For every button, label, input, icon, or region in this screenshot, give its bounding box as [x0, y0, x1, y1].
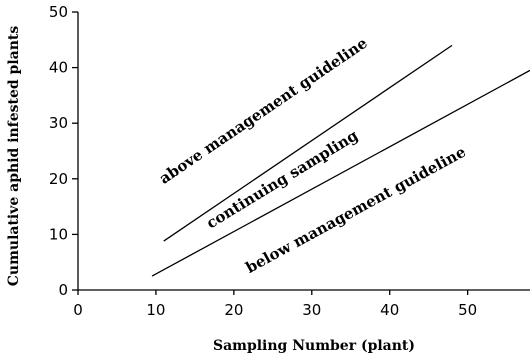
- y-tick-label: 10: [49, 225, 68, 243]
- x-tick-label: 0: [73, 301, 83, 319]
- series-line-1: [163, 44, 453, 242]
- x-axis-title: Sampling Number (plant): [213, 338, 415, 354]
- series-line-2: [151, 69, 530, 277]
- y-tick-label: 50: [49, 3, 68, 21]
- y-tick-label: 0: [58, 281, 68, 299]
- annotation-label: above management guideline: [156, 34, 371, 188]
- series-layer: [151, 44, 530, 277]
- x-tick-label: 40: [380, 301, 399, 319]
- y-tick-label: 20: [49, 170, 68, 188]
- y-ticks: 0 10 20 30 40 50: [49, 3, 78, 299]
- x-tick-label: 50: [458, 301, 477, 319]
- y-tick-label: 30: [49, 114, 68, 132]
- x-tick-label: 30: [302, 301, 321, 319]
- y-axis-title: Cumulative aphid infested plants: [6, 26, 22, 287]
- axes: 0 10 20 30 40 50 0 10 20 30 40 50: [49, 3, 530, 319]
- x-tick-label: 10: [146, 301, 165, 319]
- x-tick-label: 20: [224, 301, 243, 319]
- y-tick-label: 40: [49, 59, 68, 77]
- annotation-label: below management guideline: [243, 143, 469, 277]
- x-ticks: 0 10 20 30 40 50: [73, 290, 477, 319]
